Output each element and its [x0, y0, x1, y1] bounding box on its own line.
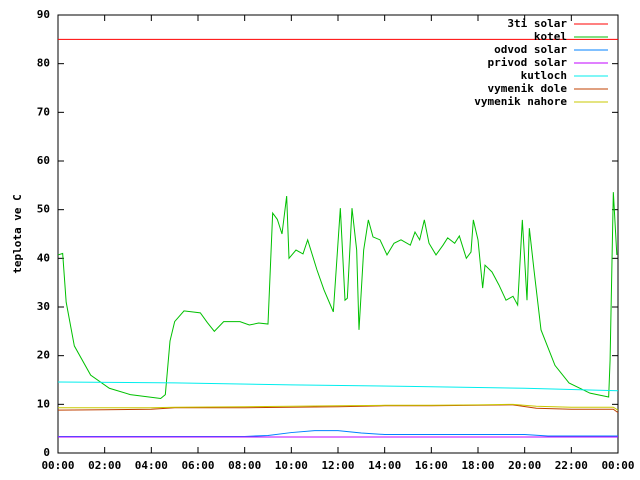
y-tick-label: 70	[37, 105, 50, 118]
x-tick-label: 04:00	[135, 459, 168, 472]
y-tick-label: 80	[37, 57, 50, 70]
x-tick-label: 08:00	[228, 459, 261, 472]
x-tick-label: 16:00	[415, 459, 448, 472]
series-line	[57, 381, 619, 392]
plot-frame	[57, 14, 619, 454]
y-tick-label: 20	[37, 349, 50, 362]
legend-label: vymenik nahore	[474, 95, 567, 108]
x-tick-label: 22:00	[555, 459, 588, 472]
legend-label: 3ti solar	[507, 17, 567, 30]
x-tick-label: 02:00	[88, 459, 121, 472]
x-tick-label: 14:00	[368, 459, 401, 472]
y-tick-label: 10	[37, 397, 50, 410]
y-tick-label: 40	[37, 251, 50, 264]
y-tick-label: 30	[37, 300, 50, 313]
series-line	[58, 403, 619, 411]
legend-label: odvod solar	[494, 43, 567, 56]
y-tick-label: 90	[37, 8, 50, 21]
series-line	[58, 430, 618, 437]
legend-label: vymenik dole	[488, 82, 568, 95]
x-tick-label: 00:00	[41, 459, 74, 472]
series-line	[57, 192, 618, 400]
x-tick-label: 20:00	[508, 459, 541, 472]
x-tick-label: 06:00	[181, 459, 214, 472]
x-tick-label: 00:00	[601, 459, 634, 472]
y-tick-label: 60	[37, 154, 50, 167]
y-tick-label: 50	[37, 203, 50, 216]
legend-label: kotel	[534, 30, 567, 43]
x-tick-label: 10:00	[275, 459, 308, 472]
x-tick-label: 18:00	[461, 459, 494, 472]
legend-label: kutloch	[521, 69, 567, 82]
y-tick-label: 0	[43, 446, 50, 459]
legend-label: privod solar	[488, 56, 568, 69]
y-axis-label: teplota ve C	[11, 194, 24, 273]
x-tick-label: 12:00	[321, 459, 354, 472]
